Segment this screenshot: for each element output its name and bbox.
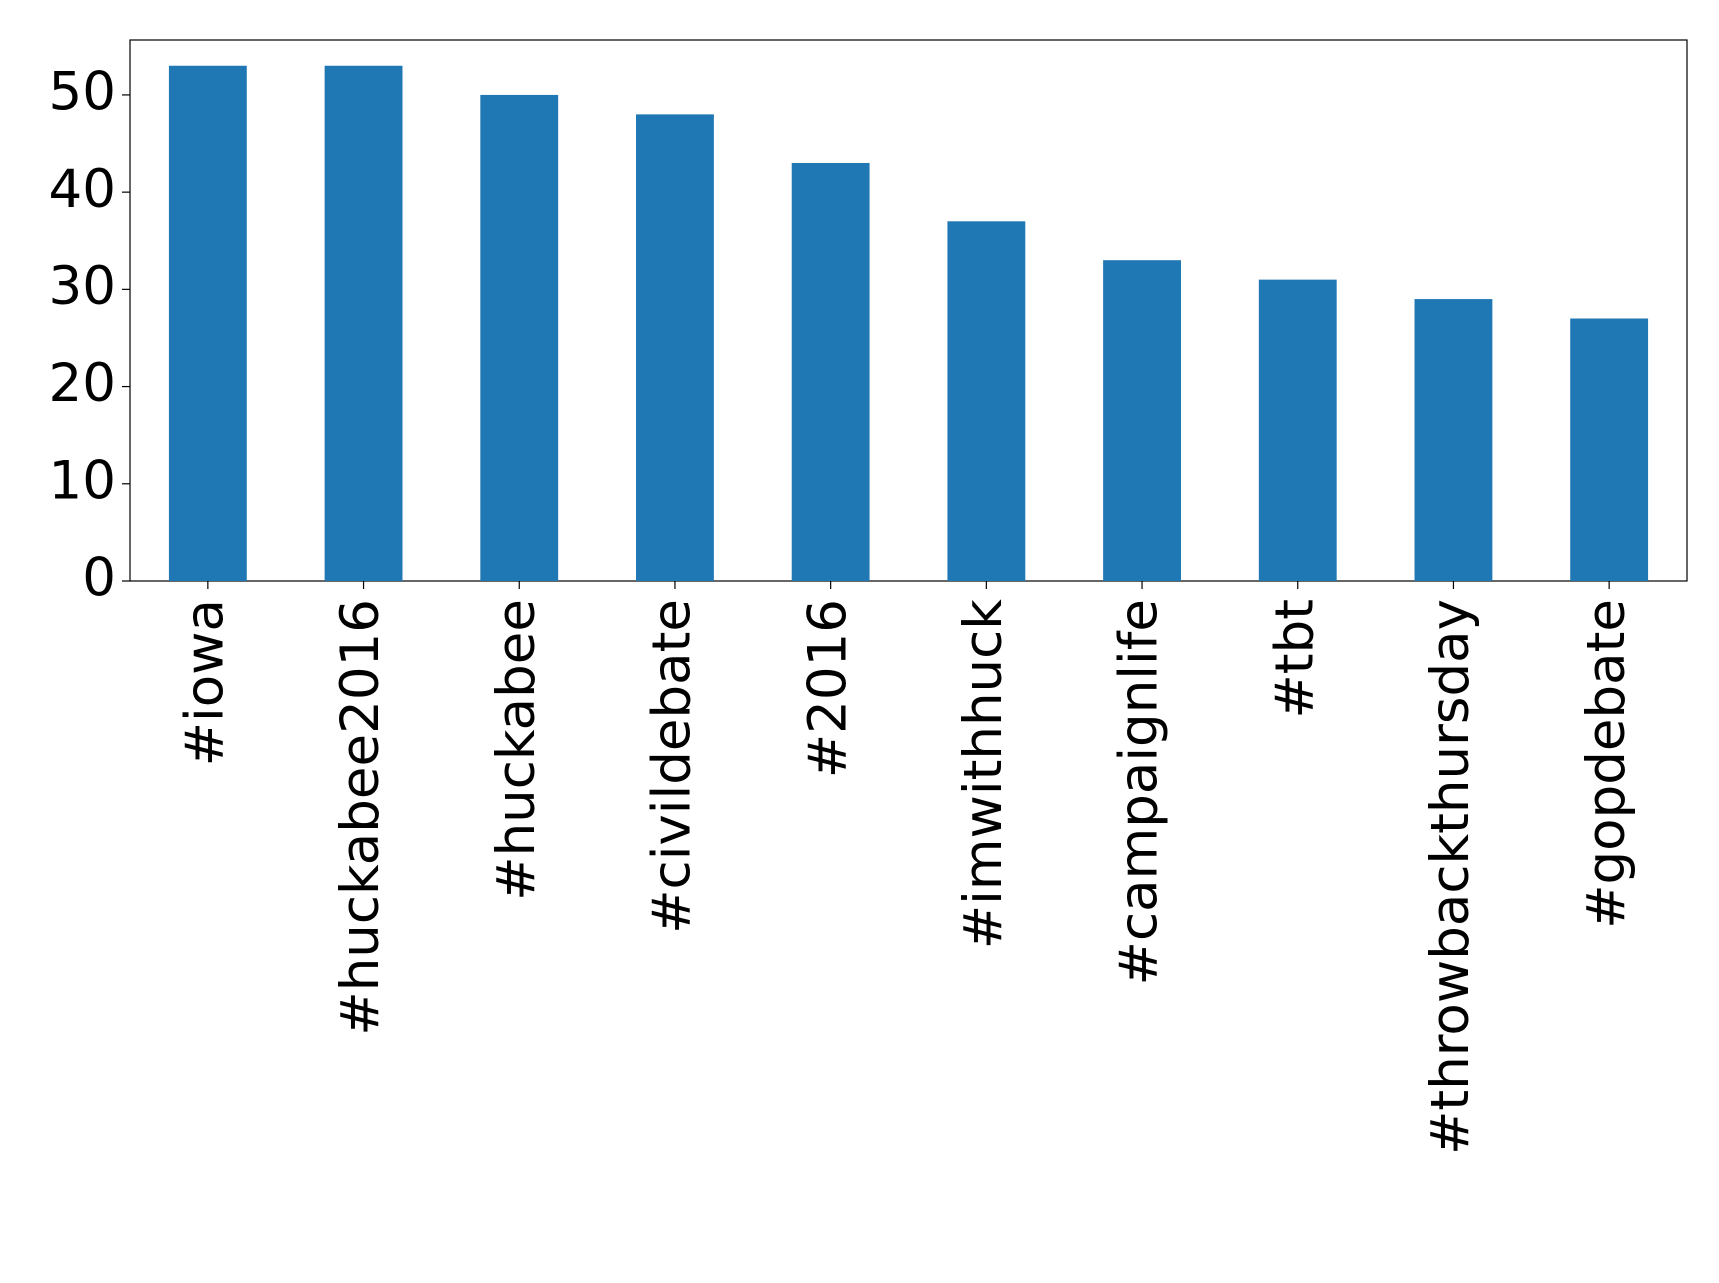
bar — [791, 162, 870, 582]
bar — [1103, 260, 1181, 581]
y-tick-label: 20 — [49, 353, 116, 414]
x-tick-label: #tbt — [1264, 599, 1325, 719]
bar — [168, 65, 247, 581]
x-tick-label: #civildebate — [642, 599, 703, 934]
x-tick-label: #huckabee2016 — [330, 599, 391, 1036]
bar — [1258, 279, 1337, 581]
x-tick-label: #imwithhuck — [953, 599, 1014, 950]
x-tick-label: #gopdebate — [1576, 599, 1637, 929]
bar — [1414, 299, 1493, 581]
x-tick-label: #2016 — [797, 599, 858, 778]
y-tick-label: 40 — [49, 159, 116, 220]
bar — [1570, 318, 1649, 581]
y-tick-label: 10 — [49, 450, 116, 511]
x-tick-label: #huckabee — [486, 599, 547, 901]
x-tick-label: #campaignlife — [1109, 599, 1170, 985]
bar — [947, 221, 1026, 581]
bar — [636, 114, 714, 582]
bar — [324, 65, 403, 581]
plot-frame — [129, 39, 1688, 582]
x-tick-label: #throwbackthursday — [1420, 599, 1481, 1155]
bar — [480, 94, 559, 581]
y-tick-label: 30 — [49, 256, 116, 317]
x-tick-label: #iowa — [174, 599, 235, 766]
y-tick-label: 50 — [49, 62, 116, 123]
y-tick-label: 0 — [82, 548, 116, 609]
